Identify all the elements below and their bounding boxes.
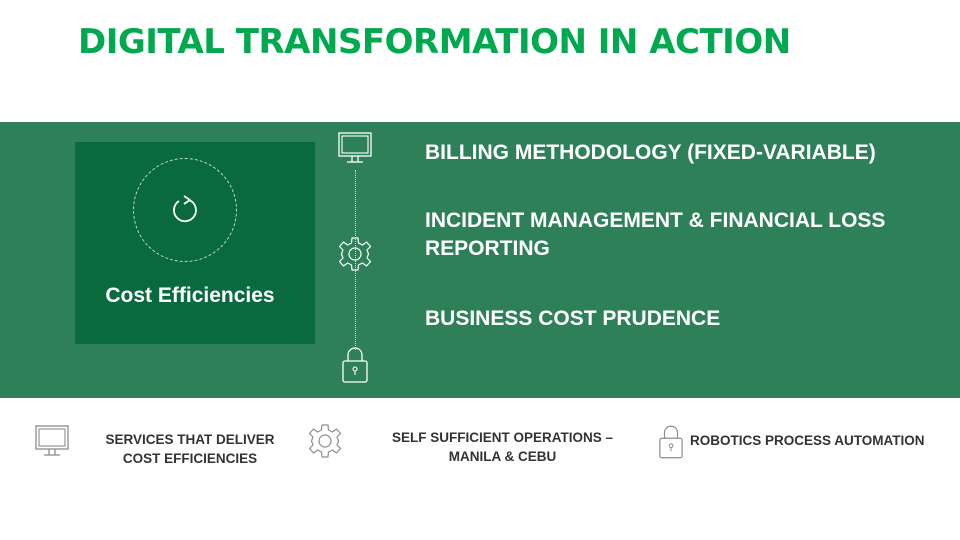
bottom-label-line: SELF SUFFICIENT OPERATIONS –: [391, 430, 614, 445]
lock-icon: [342, 347, 368, 383]
bullet-billing: BILLING METHODOLOGY (FIXED-VARIABLE): [425, 141, 876, 164]
bullet-incident: INCIDENT MANAGEMENT & FINANCIAL LOSS REP…: [425, 209, 886, 260]
bottom-label-robotics: ROBOTICS PROCESS AUTOMATION: [690, 431, 935, 450]
gear-icon: [338, 237, 372, 271]
cost-efficiencies-card: Cost Efficiencies: [75, 142, 315, 344]
bottom-label-line: SERVICES THAT DELIVER: [105, 432, 275, 447]
monitor-icon: [35, 425, 69, 456]
card-label: Cost Efficiencies: [105, 284, 275, 307]
refresh-icon: [173, 195, 197, 223]
bottom-label-services: SERVICES THAT DELIVER COST EFFICIENCIES: [100, 430, 280, 468]
slide-title: DIGITAL TRANSFORMATION IN ACTION: [78, 22, 791, 62]
bottom-label-line: ROBOTICS PROCESS AUTOMATION: [690, 433, 925, 448]
bottom-label-line: MANILA & CEBU: [448, 449, 557, 464]
dashed-circle: [133, 158, 237, 262]
gear-icon: [308, 424, 342, 458]
bottom-label-line: COST EFFICIENCIES: [122, 451, 258, 466]
monitor-icon: [338, 132, 372, 163]
bottom-label-operations: SELF SUFFICIENT OPERATIONS – MANILA & CE…: [390, 428, 615, 466]
lock-icon: [659, 425, 683, 459]
bullet-cost-prudence: BUSINESS COST PRUDENCE: [425, 307, 721, 330]
